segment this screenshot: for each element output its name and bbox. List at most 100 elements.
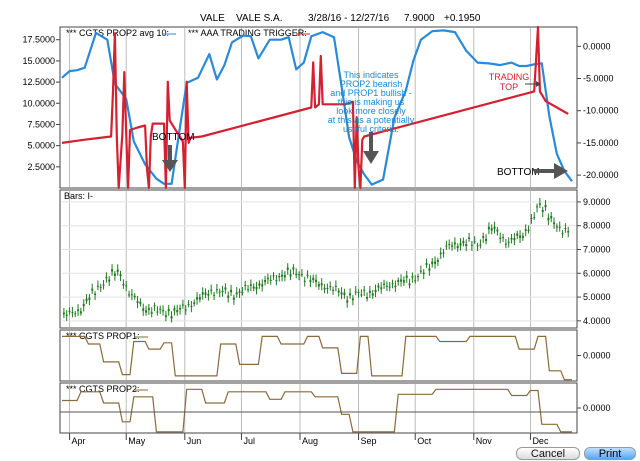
x-tick-label: Jul xyxy=(243,436,255,446)
candle-body xyxy=(453,242,456,245)
annotation-bottom-2-label: BOTTOM xyxy=(497,167,540,178)
candle-body xyxy=(445,245,448,247)
candle-body xyxy=(261,284,264,287)
candle-body xyxy=(462,240,465,244)
header-price: 7.9000 xyxy=(404,13,435,24)
annotation-bottom-1: BOTTOM xyxy=(152,132,195,172)
candle-body xyxy=(334,285,337,287)
candle-body xyxy=(555,226,558,228)
candle-body xyxy=(456,245,459,249)
annotation-note-line6: at this as a potentially xyxy=(328,115,415,125)
legend-prop2: *** CGTS PROP2: xyxy=(66,384,140,394)
candle-body xyxy=(507,241,510,243)
candle-body xyxy=(252,286,255,289)
candle-body xyxy=(196,297,199,300)
candle-body xyxy=(317,284,320,287)
candle-body xyxy=(368,290,371,293)
right-tick-label: -5.0000 xyxy=(583,74,614,84)
candle-body xyxy=(320,283,323,286)
candle-body xyxy=(111,269,114,272)
candle-body xyxy=(102,284,105,286)
left-tick-label: 7.5000 xyxy=(27,119,55,129)
candle-body xyxy=(536,206,539,208)
candle-body xyxy=(244,284,247,286)
candle-body xyxy=(119,274,122,277)
candle-body xyxy=(74,313,77,315)
candle-body xyxy=(142,308,145,311)
annotation-note-line4: this is making us xyxy=(338,97,405,107)
candle-body xyxy=(394,285,397,288)
annotation-trading-top: TRADING TOP xyxy=(489,72,541,92)
legend-bars: Bars: I- xyxy=(64,191,93,201)
candle-body xyxy=(351,298,354,301)
x-tick-label: Oct xyxy=(417,436,432,446)
candle-body xyxy=(238,291,241,293)
candle-body xyxy=(179,307,182,310)
candle-body xyxy=(62,312,65,315)
candle-body xyxy=(371,293,374,296)
candle-body xyxy=(323,287,326,290)
candle-body xyxy=(487,226,490,230)
cancel-button[interactable]: Cancel xyxy=(516,447,580,460)
candle-body xyxy=(448,244,451,246)
candle-body xyxy=(425,263,428,266)
candle-body xyxy=(439,252,442,255)
candle-body xyxy=(292,267,295,270)
candle-body xyxy=(391,283,394,285)
prop-tick-label: 0.0000 xyxy=(583,351,611,361)
candle-body xyxy=(286,267,289,270)
candle-body xyxy=(482,236,485,238)
annotation-trading-top-line1: TRADING xyxy=(489,72,530,82)
annotation-trading-top-line2: TOP xyxy=(500,82,518,92)
candle-body xyxy=(255,286,258,290)
candle-body xyxy=(295,273,298,276)
candle-body xyxy=(269,279,272,281)
candle-body xyxy=(167,308,170,312)
candle-body xyxy=(493,226,496,229)
candle-body xyxy=(122,284,125,286)
candle-body xyxy=(258,283,261,286)
candle-body xyxy=(519,235,522,238)
candle-body xyxy=(136,301,139,304)
candle-body xyxy=(94,293,97,296)
candle-body xyxy=(309,280,312,282)
candle-body xyxy=(215,289,218,291)
candle-body xyxy=(516,233,519,236)
candle-body xyxy=(340,292,343,295)
trading-trigger-line xyxy=(61,25,569,190)
candle-body xyxy=(346,300,349,303)
candle-body xyxy=(465,244,468,247)
candle-body xyxy=(417,276,420,278)
candle-body xyxy=(374,289,377,293)
candle-body xyxy=(230,289,233,293)
price-tick-label: 7.0000 xyxy=(583,244,611,254)
candle-body xyxy=(303,280,306,282)
annotation-note-line7: useful criteria. xyxy=(343,124,399,134)
print-button[interactable]: Print xyxy=(584,447,636,460)
annotation-bottom-1-label: BOTTOM xyxy=(152,132,195,143)
candle-body xyxy=(159,308,162,310)
candle-layer xyxy=(62,198,570,323)
series-layer xyxy=(60,25,577,433)
chart-header: VALE VALE S.A. 3/28/16 - 12/27/16 7.9000… xyxy=(200,13,481,24)
annotation-note-line1: This indicates xyxy=(343,70,399,80)
candle-body xyxy=(385,285,388,287)
candle-body xyxy=(218,291,221,293)
x-tick-label: Dec xyxy=(532,436,549,446)
candle-body xyxy=(68,310,71,312)
candle-body xyxy=(289,274,292,277)
candle-body xyxy=(490,228,493,231)
candle-body xyxy=(414,280,417,282)
candle-body xyxy=(538,203,541,205)
candle-body xyxy=(105,276,108,279)
candle-body xyxy=(504,243,507,245)
candle-body xyxy=(479,244,482,246)
candle-body xyxy=(510,237,513,240)
annotation-sep-arrow-head xyxy=(363,151,379,164)
candle-body xyxy=(366,297,369,299)
candle-body xyxy=(363,289,366,291)
candle-body xyxy=(470,244,473,246)
candle-body xyxy=(176,310,179,313)
x-tick-label: Nov xyxy=(476,436,493,446)
candle-body xyxy=(113,273,116,276)
